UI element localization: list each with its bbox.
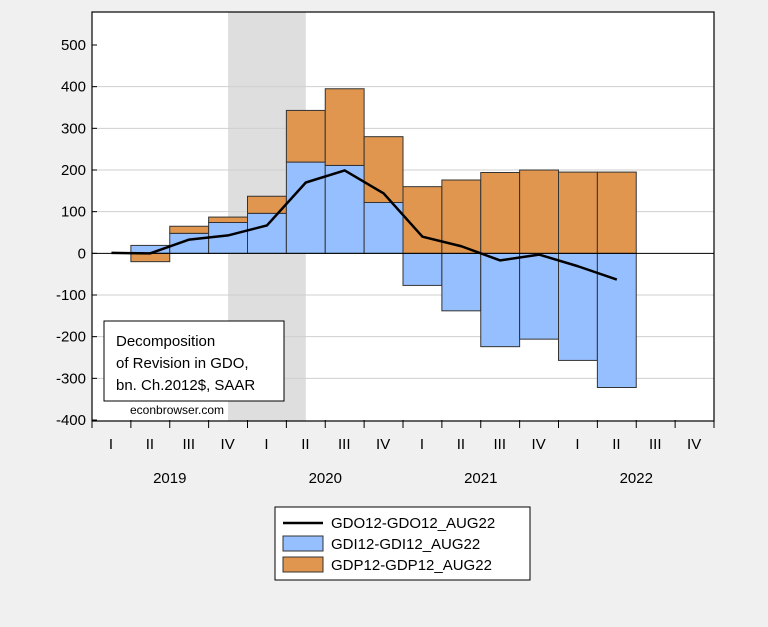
x-year-label: 2019 [153, 470, 186, 487]
x-year-label: 2022 [620, 470, 653, 487]
x-quarter-label: IV [376, 436, 390, 453]
legend-label-gdp: GDP12-GDP12_AUG22 [331, 557, 492, 574]
gdp-bar [208, 216, 248, 223]
y-tick-label: 0 [78, 245, 86, 262]
gdi-bar [480, 252, 521, 348]
y-tick-label: 100 [61, 204, 86, 221]
x-quarter-label: II [612, 436, 620, 453]
x-quarter-label: IV [221, 436, 235, 453]
x-quarter-label: III [338, 436, 351, 453]
gdi-bar [441, 252, 482, 312]
x-quarter-label: I [264, 436, 268, 453]
x-quarter-label: II [457, 436, 465, 453]
x-quarter-label: III [493, 436, 506, 453]
legend-label-gdi: GDI12-GDI12_AUG22 [331, 536, 480, 553]
annotation-line-3: bn. Ch.2012$, SAAR [116, 377, 255, 394]
gdp-bar [285, 109, 326, 163]
x-quarter-label: I [109, 436, 113, 453]
x-quarter-label: II [301, 436, 309, 453]
x-quarter-label: II [146, 436, 154, 453]
gdi-bar [596, 252, 637, 388]
gdi-bar [324, 164, 365, 254]
x-quarter-label: IV [532, 436, 546, 453]
annotation-box: Decomposition of Revision in GDO, bn. Ch… [103, 320, 285, 402]
y-tick-label: -300 [56, 370, 86, 387]
gdi-bar [558, 252, 598, 361]
legend: GDO12-GDO12_AUG22 GDI12-GDI12_AUG22 GDP1… [274, 506, 531, 581]
x-quarter-label: I [575, 436, 579, 453]
legend-gdi-swatch [282, 535, 324, 552]
y-tick-label: -200 [56, 329, 86, 346]
gdp-bar [558, 171, 598, 254]
annotation-line-2: of Revision in GDO, [116, 355, 249, 372]
y-tick-label: 200 [61, 162, 86, 179]
y-tick-label: 300 [61, 120, 86, 137]
gdp-bar [169, 225, 210, 234]
gdp-bar [324, 88, 365, 166]
annotation-line-1: Decomposition [116, 333, 215, 350]
gdp-bar [519, 169, 559, 254]
legend-gdp-swatch [282, 556, 324, 573]
y-tick-label: -100 [56, 287, 86, 304]
gdo-line [111, 169, 618, 281]
x-quarter-label: IV [687, 436, 701, 453]
gdp-bar [363, 136, 404, 204]
gdi-bar [519, 252, 559, 340]
y-tick-label: -400 [56, 412, 86, 429]
gdi-bar [247, 212, 287, 254]
gdp-bar [130, 252, 171, 263]
y-tick-label: 400 [61, 79, 86, 96]
gdp-bar [441, 179, 482, 254]
x-quarter-label: I [420, 436, 424, 453]
y-tick-label: 500 [61, 37, 86, 54]
x-year-label: 2020 [309, 470, 342, 487]
gdi-bar [402, 252, 443, 286]
x-quarter-label: III [182, 436, 195, 453]
x-quarter-label: III [649, 436, 662, 453]
gdi-bar [285, 161, 326, 254]
x-year-label: 2021 [464, 470, 497, 487]
gdp-bar [596, 171, 637, 254]
source-label: econbrowser.com [130, 403, 224, 417]
gdp-bar [480, 172, 521, 254]
legend-label-gdo: GDO12-GDO12_AUG22 [331, 515, 495, 532]
